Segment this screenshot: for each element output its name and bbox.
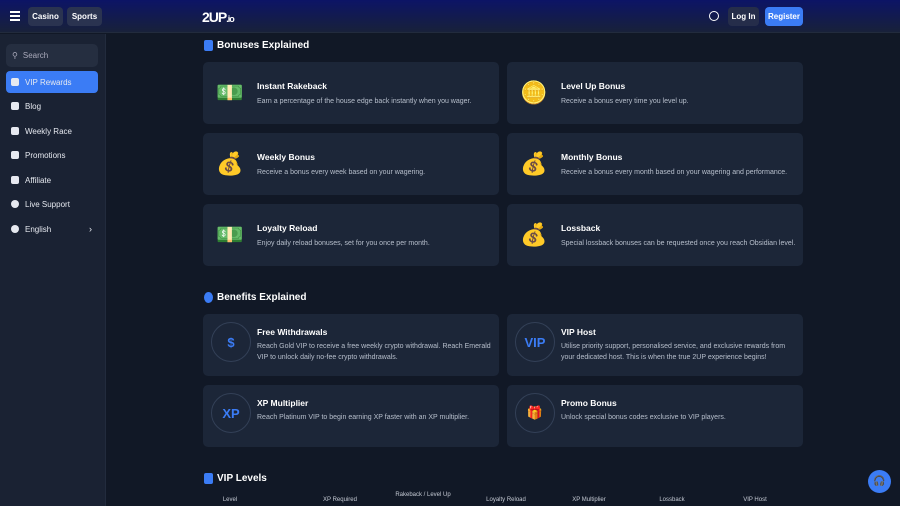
- card-description: Receive a bonus every time you level up.: [561, 98, 689, 105]
- card-title: Loyalty Reload: [257, 223, 318, 233]
- sidebar-item-label: Blog: [25, 101, 42, 111]
- bonus-illustration-icon: 💵: [216, 80, 244, 105]
- benefit-icon: 🎁: [515, 393, 555, 433]
- user-plus-icon: [11, 176, 19, 184]
- benefit-card: XP XP Multiplier Reach Platinum VIP to beg…: [203, 385, 499, 447]
- bonus-card: 💵 Instant Rakeback Earn a percentage of th…: [203, 62, 499, 124]
- flag-icon: [11, 127, 19, 135]
- table-column-header: Loyalty Reload: [486, 497, 526, 503]
- bonus-card: 💰 Monthly Bonus Receive a bonus every mont…: [507, 133, 803, 195]
- card-description: Special lossback bonuses can be requeste…: [561, 240, 796, 247]
- table-column-header: XP Required: [323, 497, 357, 503]
- card-description: Utilise priority support, personalised s…: [561, 343, 786, 361]
- section-heading-benefits: Benefits Explained: [204, 292, 306, 303]
- card-title: VIP Host: [561, 327, 596, 337]
- sidebar-item-label: VIP Rewards: [25, 77, 72, 87]
- benefit-icon: $: [211, 322, 251, 362]
- globe-icon: [11, 225, 19, 233]
- card-description: Earn a percentage of the house edge back…: [257, 98, 472, 105]
- casino-tab[interactable]: Casino: [28, 7, 63, 26]
- card-title: Promo Bonus: [561, 398, 617, 408]
- support-icon: [11, 200, 19, 208]
- card-title: Weekly Bonus: [257, 152, 315, 162]
- globe-icon[interactable]: [709, 11, 719, 21]
- bonus-card: 💰 Weekly Bonus Receive a bonus every week …: [203, 133, 499, 195]
- card-description: Receive a bonus every month based on you…: [561, 169, 788, 176]
- benefit-icon: XP: [211, 393, 251, 433]
- sidebar-item-vip-rewards[interactable]: VIP Rewards: [6, 71, 98, 93]
- benefit-card: VIP VIP Host Utilise priority support, per…: [507, 314, 803, 376]
- section-title: VIP Levels: [217, 473, 267, 484]
- table-column-header: Lossback: [659, 497, 685, 503]
- card-title: Free Withdrawals: [257, 327, 328, 337]
- card-title: Instant Rakeback: [257, 81, 327, 91]
- table-column-header: Level: [222, 497, 238, 503]
- card-description: Receive a bonus every week based on your…: [257, 169, 426, 176]
- card-description: Reach Gold VIP to receive a free weekly …: [257, 343, 491, 361]
- menu-icon[interactable]: [10, 11, 20, 21]
- sidebar-item-label: English: [25, 224, 52, 234]
- card-title: Monthly Bonus: [561, 152, 623, 162]
- section-heading-bonuses: Bonuses Explained: [204, 40, 309, 51]
- bonus-illustration-icon: 🪙: [520, 80, 548, 105]
- benefit-card: 🎁 Promo Bonus Unlock special bonus codes e…: [507, 385, 803, 447]
- sidebar-item-label: Live Support: [25, 199, 70, 209]
- support-chat-button[interactable]: 🎧: [868, 470, 891, 493]
- sidebar-item-label: Promotions: [25, 150, 66, 160]
- bonus-illustration-icon: 💰: [520, 151, 548, 176]
- ticket-icon: [11, 151, 19, 159]
- bonus-illustration-icon: 💵: [216, 222, 244, 247]
- badge-icon: [204, 292, 213, 303]
- sidebar-item-label: Affiliate: [25, 175, 52, 185]
- document-icon: [11, 102, 19, 110]
- search-icon: ⚲: [12, 51, 18, 60]
- bonus-card: 🪙 Level Up Bonus Receive a bonus every tim…: [507, 62, 803, 124]
- sidebar-item-language[interactable]: English ›: [6, 218, 98, 240]
- bonus-card: 💰 Lossback Special lossback bonuses can be…: [507, 204, 803, 266]
- register-button[interactable]: Register: [765, 7, 803, 26]
- sidebar-item-promotions[interactable]: Promotions: [6, 144, 98, 166]
- sidebar-item-label: Weekly Race: [25, 126, 72, 136]
- bonus-illustration-icon: 💰: [520, 222, 548, 247]
- sidebar-item-affiliate[interactable]: Affiliate: [6, 169, 98, 191]
- sidebar-item-blog[interactable]: Blog: [6, 95, 98, 117]
- benefit-icon: VIP: [515, 322, 555, 362]
- search-placeholder: Search: [22, 51, 49, 60]
- table-column-header: Rakeback / Level Up: [395, 492, 451, 498]
- list-icon: [204, 473, 213, 484]
- section-title: Benefits Explained: [217, 292, 307, 303]
- card-title: XP Multiplier: [257, 398, 309, 408]
- section-heading-vip-levels: VIP Levels: [204, 473, 267, 484]
- bonus-icon: [204, 40, 213, 51]
- card-title: Lossback: [561, 223, 601, 233]
- sports-tab[interactable]: Sports: [67, 7, 102, 26]
- benefit-card: $ Free Withdrawals Reach Gold VIP to recei…: [203, 314, 499, 376]
- card-description: Reach Platinum VIP to begin earning XP f…: [257, 414, 470, 421]
- chevron-right-icon: ›: [89, 224, 92, 234]
- sidebar-item-weekly-race[interactable]: Weekly Race: [6, 120, 98, 142]
- search-input[interactable]: ⚲ Search: [6, 44, 98, 67]
- logo[interactable]: 2UP.io: [202, 9, 235, 25]
- login-button[interactable]: Log In: [728, 7, 759, 26]
- card-description: Enjoy daily reload bonuses, set for you …: [257, 240, 430, 247]
- sidebar: ⚲ Search VIP Rewards Blog Weekly Race Pro…: [0, 34, 106, 506]
- bonus-card: 💵 Loyalty Reload Enjoy daily reload bonuse…: [203, 204, 499, 266]
- gift-icon: [11, 78, 19, 86]
- card-description: Unlock special bonus codes exclusive to …: [561, 414, 726, 421]
- headset-icon: 🎧: [873, 476, 886, 487]
- table-column-header: XP Multiplier: [572, 497, 606, 503]
- section-title: Bonuses Explained: [217, 40, 310, 51]
- card-title: Level Up Bonus: [561, 81, 626, 91]
- table-column-header: VIP Host: [743, 497, 767, 503]
- bonus-illustration-icon: 💰: [216, 151, 244, 176]
- top-header: Casino Sports 2UP.io Log In Register: [0, 0, 900, 33]
- sidebar-item-live-support[interactable]: Live Support: [6, 193, 98, 215]
